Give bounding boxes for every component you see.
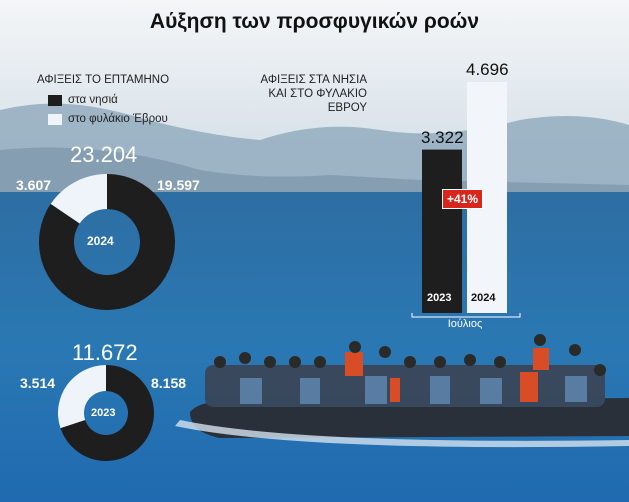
legend-label: στα νησιά	[68, 94, 118, 106]
donut-2023-center-label: 2023	[91, 407, 116, 419]
legend-swatch-islands	[48, 94, 62, 106]
legend-label: στο φυλάκιο Έβρου	[68, 113, 168, 125]
bar-axis	[411, 313, 521, 318]
donut-slice-evros	[58, 365, 106, 429]
legend-title: ΑΦΙΞΕΙΣ ΤΟ ΕΠΤΑΜΗΝΟ	[37, 74, 170, 86]
legend-swatch-evros	[48, 113, 62, 125]
donut-2024-islands-label: 19.597	[157, 177, 200, 193]
legend-item-evros: στο φυλάκιο Έβρου	[48, 113, 168, 125]
donut-2023-total: 11.672	[72, 340, 138, 365]
donut-slice-islands	[39, 174, 175, 310]
donut-slice-evros	[50, 174, 107, 224]
donut-2024-total: 23.204	[70, 142, 138, 167]
bar-xlabel: Ιούλιος	[447, 318, 483, 330]
bar-value-2023: 3.322	[421, 127, 464, 147]
donut-2023-evros-label: 3.514	[20, 375, 56, 391]
increase-badge: +41%	[442, 189, 484, 209]
bar-value-2024: 4.696	[466, 60, 509, 79]
bar-chart-title: ΑΦΙΞΕΙΣ ΣΤΑ ΝΗΣΙΑ ΚΑΙ ΣΤΟ ΦΥΛΑΚΙΟ ΕΒΡΟΥ	[260, 74, 367, 114]
bar-category-2024: 2024	[471, 292, 496, 304]
bar-2023	[422, 149, 462, 313]
donut-2024-center-label: 2024	[87, 234, 114, 248]
donut-slice-islands	[60, 365, 155, 462]
page-title: Αύξηση των προσφυγικών ροών	[149, 10, 480, 33]
boat	[175, 334, 629, 448]
bar-category-2023: 2023	[427, 292, 452, 304]
donut-2024-evros-label: 3.607	[16, 177, 52, 193]
donut-2023-islands-label: 8.158	[151, 375, 187, 391]
legend-item-islands: στα νησιά	[48, 94, 118, 106]
